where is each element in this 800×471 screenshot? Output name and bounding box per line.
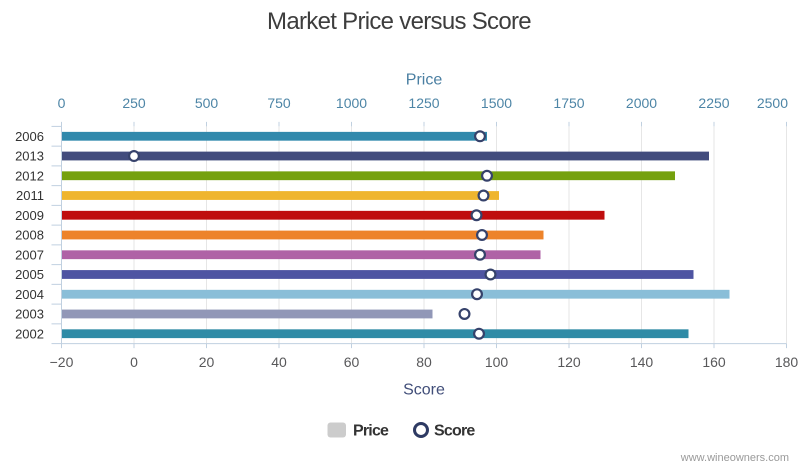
svg-text:2009: 2009 — [15, 208, 44, 223]
svg-text:1500: 1500 — [481, 95, 512, 111]
svg-text:160: 160 — [702, 354, 726, 370]
svg-text:2000: 2000 — [626, 95, 657, 111]
svg-text:2005: 2005 — [15, 267, 44, 282]
svg-text:2012: 2012 — [15, 168, 44, 183]
svg-text:2250: 2250 — [698, 95, 729, 111]
svg-text:2003: 2003 — [15, 307, 44, 322]
svg-text:120: 120 — [557, 354, 581, 370]
svg-text:2006: 2006 — [15, 129, 44, 144]
svg-text:80: 80 — [416, 354, 432, 370]
svg-text:250: 250 — [122, 95, 146, 111]
svg-text:Market Price versus Score: Market Price versus Score — [267, 8, 531, 35]
svg-text:2002: 2002 — [15, 326, 44, 341]
svg-text:0: 0 — [58, 95, 66, 111]
svg-text:40: 40 — [271, 354, 287, 370]
svg-text:2004: 2004 — [15, 287, 44, 302]
svg-text:180: 180 — [775, 354, 799, 370]
svg-text:2011: 2011 — [16, 188, 44, 203]
svg-text:−20: −20 — [50, 354, 74, 370]
svg-text:2007: 2007 — [15, 247, 44, 262]
svg-text:1250: 1250 — [408, 95, 439, 111]
svg-text:0: 0 — [130, 354, 138, 370]
svg-text:Score: Score — [434, 423, 475, 440]
svg-text:2008: 2008 — [15, 228, 44, 243]
svg-text:www.wineowners.com: www.wineowners.com — [680, 452, 789, 464]
svg-text:2500: 2500 — [757, 95, 788, 111]
svg-text:Price: Price — [406, 72, 443, 89]
svg-text:2013: 2013 — [15, 149, 44, 164]
svg-text:Score: Score — [403, 382, 445, 399]
svg-text:1000: 1000 — [336, 95, 367, 111]
svg-text:750: 750 — [267, 95, 291, 111]
svg-text:500: 500 — [195, 95, 219, 111]
svg-text:60: 60 — [344, 354, 360, 370]
svg-text:20: 20 — [199, 354, 215, 370]
svg-text:140: 140 — [630, 354, 654, 370]
svg-text:100: 100 — [485, 354, 509, 370]
svg-text:1750: 1750 — [553, 95, 584, 111]
svg-text:Price: Price — [353, 423, 389, 440]
